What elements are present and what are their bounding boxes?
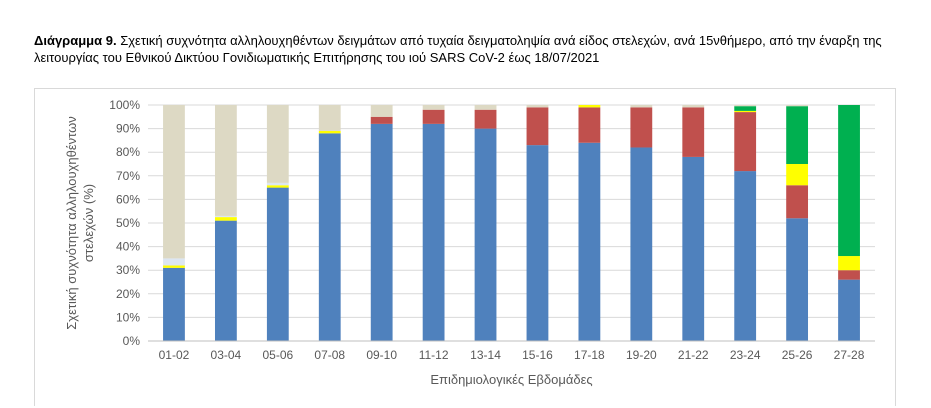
y-tick-label: 70% xyxy=(116,169,140,183)
y-tick-label: 90% xyxy=(116,122,140,136)
chart-frame: 0% 10% 20% 30% 40% 50% 60% 70% 80% 90% 100% 01-02 0… xyxy=(34,88,896,406)
bar-segment-13-14-s1 xyxy=(474,128,497,341)
y-tick-label: 30% xyxy=(116,263,140,277)
bar-segment-03-04-s3 xyxy=(214,217,237,221)
x-tick-label: 05-06 xyxy=(262,348,293,362)
bar-segment-19-20-s1 xyxy=(630,147,653,341)
bar-segment-27-28-s2 xyxy=(838,270,860,280)
x-tick-label: 19-20 xyxy=(626,348,657,362)
bar-segment-27-28-s1 xyxy=(838,279,860,341)
y-tick-label: 60% xyxy=(116,192,140,206)
x-axis-title: Επιδημιολογικές Εβδομάδες xyxy=(430,372,592,387)
bar-segment-05-06-s6 xyxy=(266,105,289,183)
x-tick-labels: 01-02 03-04 05-06 07-08 09-10 11-12 13-14 15-16… xyxy=(159,348,865,362)
x-tick-label: 17-18 xyxy=(574,348,605,362)
bar-segment-07-08-s1 xyxy=(318,133,341,341)
x-tick-label: 13-14 xyxy=(470,348,501,362)
x-tick-label: 25-26 xyxy=(782,348,813,362)
bar-segment-05-06-s3 xyxy=(266,185,289,188)
bar-segment-13-14-s2 xyxy=(474,109,497,129)
x-tick-label: 01-02 xyxy=(159,348,190,362)
bar-segment-23-24-s4 xyxy=(734,106,757,111)
bar-segment-13-14-s6 xyxy=(474,105,497,110)
bar-segment-23-24-s2 xyxy=(734,112,757,172)
x-tick-label: 23-24 xyxy=(730,348,761,362)
x-tick-label: 03-04 xyxy=(211,348,242,362)
bar-segment-07-08-s6 xyxy=(318,105,341,131)
bar-segment-15-16-s6 xyxy=(526,105,549,108)
y-tick-label: 0% xyxy=(123,334,141,348)
y-tick-label: 100% xyxy=(109,98,140,112)
bar-segment-05-06-s5 xyxy=(266,182,289,186)
bar-segment-25-26-s4 xyxy=(786,106,809,164)
y-axis-title-line: Σχετική συχνότητα αλληλουχηθέντων xyxy=(64,116,79,330)
bar-segment-05-06-s1 xyxy=(266,187,289,341)
bar-segment-03-04-s5 xyxy=(214,215,237,218)
bar-segment-11-12-s2 xyxy=(422,109,445,124)
bar-segment-23-24-s1 xyxy=(734,171,757,341)
x-tick-label: 21-22 xyxy=(678,348,709,362)
bar-segment-01-02-s5 xyxy=(163,258,185,266)
bar-segment-07-08-s3 xyxy=(318,130,341,134)
x-tick-label: 09-10 xyxy=(366,348,397,362)
x-tick-label: 15-16 xyxy=(522,348,553,362)
bar-segment-19-20-s6 xyxy=(630,105,653,108)
y-axis-title: Σχετική συχνότητα αλληλουχηθέντων στελεχώ… xyxy=(64,116,96,330)
y-tick-label: 50% xyxy=(116,216,140,230)
bar-segment-23-24-s3 xyxy=(734,110,757,113)
bar-segment-25-26-s1 xyxy=(786,218,809,341)
bar-segment-17-18-s2 xyxy=(578,107,601,143)
bar-segment-09-10-s6 xyxy=(370,105,393,117)
y-axis-title-line: στελεχών (%) xyxy=(81,184,96,262)
stacked-bar-chart: 0%10%20%30%40%50%60%70%80%90%100% 01-02 0… xyxy=(64,98,875,387)
x-tick-label: 27-28 xyxy=(834,348,865,362)
bar-segment-15-16-s1 xyxy=(526,145,549,341)
bar-segment-27-28-s3 xyxy=(838,256,860,271)
bars xyxy=(148,105,875,342)
bar-segment-09-10-s2 xyxy=(370,116,393,124)
y-tick-label: 10% xyxy=(116,310,140,324)
bar-segment-23-24-s6 xyxy=(734,105,757,107)
bar-segment-25-26-s2 xyxy=(786,185,809,219)
bar-segment-03-04-s1 xyxy=(214,220,237,341)
bar-segment-27-28-s4 xyxy=(838,105,860,257)
y-tick-label: 80% xyxy=(116,145,140,159)
y-tick-labels: 0% 10% 20% 30% 40% 50% 60% 70% 80% 90% 100% xyxy=(109,98,140,348)
bar-segment-17-18-s3 xyxy=(578,105,601,108)
bar-segment-17-18-s1 xyxy=(578,142,601,341)
bar-segment-15-16-s2 xyxy=(526,107,549,146)
bar-segment-21-22-s6 xyxy=(682,105,705,108)
y-tick-label: 20% xyxy=(116,287,140,301)
gridlines xyxy=(148,104,875,342)
bar-segment-01-02-s6 xyxy=(163,105,185,259)
y-tick-label: 40% xyxy=(116,240,140,254)
bar-segment-25-26-s3 xyxy=(786,164,809,186)
bar-segment-19-20-s2 xyxy=(630,107,653,148)
bar-segment-01-02-s3 xyxy=(163,265,185,268)
x-tick-label: 11-12 xyxy=(419,348,449,362)
caption-label: Διάγραμμα 9. xyxy=(34,33,117,48)
bar-segment-25-26-s6 xyxy=(786,105,809,107)
bar-segment-21-22-s2 xyxy=(682,107,705,157)
bar-segment-03-04-s6 xyxy=(214,105,237,216)
figure-caption: Διάγραμμα 9. Σχετική συχνότητα αλληλουχη… xyxy=(34,32,914,66)
bar-segment-01-02-s1 xyxy=(163,267,185,341)
caption-text: Σχετική συχνότητα αλληλουχηθέντων δειγμά… xyxy=(34,33,882,65)
bar-segment-21-22-s1 xyxy=(682,156,705,341)
bar-segment-11-12-s1 xyxy=(422,123,445,341)
bar-segment-09-10-s1 xyxy=(370,123,393,341)
bar-segment-11-12-s6 xyxy=(422,105,445,110)
x-tick-label: 07-08 xyxy=(314,348,345,362)
